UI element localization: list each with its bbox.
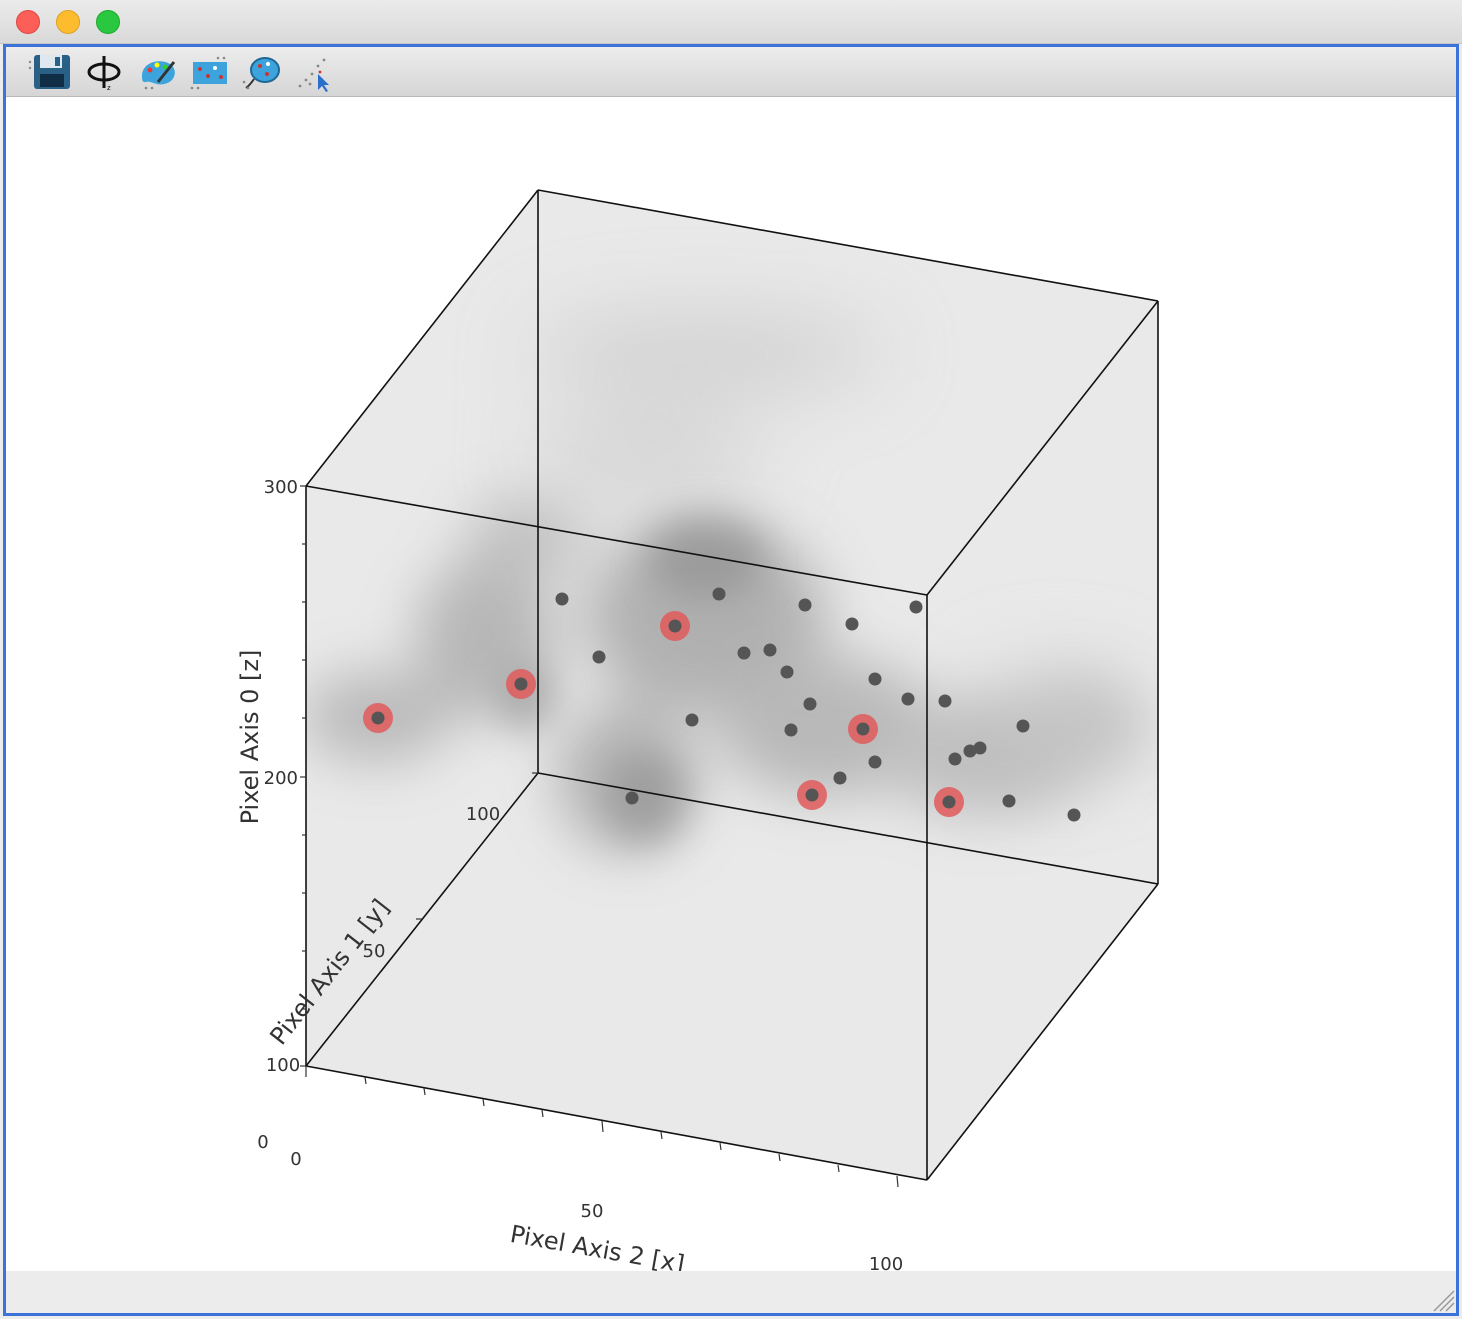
x-tick-label: 0 (290, 1149, 301, 1170)
status-bar (6, 1271, 1456, 1313)
data-point[interactable] (833, 771, 847, 785)
data-point[interactable] (685, 713, 699, 727)
data-point[interactable] (901, 692, 915, 706)
toolbar: z (6, 47, 1456, 97)
data-point[interactable] (868, 672, 882, 686)
z-tick-label: 300 (264, 477, 298, 498)
resize-grip-icon[interactable] (1430, 1287, 1456, 1313)
bounding-box (305, 189, 1159, 1067)
volume-view[interactable]: 300 200 0 50 100 Pixel Axis 2 [x] (6, 97, 1456, 1271)
x-axis-ticks (305, 1066, 899, 1188)
data-point[interactable] (856, 722, 870, 736)
paint-button[interactable] (136, 52, 180, 92)
window-titlebar (0, 0, 1462, 44)
data-point[interactable] (963, 744, 977, 758)
save-icon (28, 55, 70, 89)
x-tick-label: 50 (581, 1201, 604, 1222)
x-tick-label: 100 (869, 1254, 903, 1271)
paint-brush-icon (142, 61, 176, 90)
data-point[interactable] (514, 677, 528, 691)
volume-render (306, 190, 1158, 1180)
z-axis-label: Pixel Axis 0 [z] (236, 650, 264, 825)
data-point[interactable] (938, 694, 952, 708)
rotate-icon: z (87, 56, 121, 92)
data-point[interactable] (763, 643, 777, 657)
y-tick-label: 0 (257, 1132, 268, 1153)
data-point[interactable] (1067, 808, 1081, 822)
data-point[interactable] (948, 752, 962, 766)
data-point[interactable] (798, 598, 812, 612)
svg-text:z: z (107, 84, 111, 92)
data-point[interactable] (973, 741, 987, 755)
save-button[interactable] (28, 52, 72, 92)
y-tick-label: 50 (363, 941, 386, 962)
data-point[interactable] (555, 592, 569, 606)
z-tick-label: 200 (264, 768, 298, 789)
data-point[interactable] (712, 587, 726, 601)
data-point[interactable] (942, 795, 956, 809)
data-point[interactable] (780, 665, 794, 679)
bounding-box-front (305, 485, 1159, 1181)
y-axis-ticks (300, 772, 538, 1067)
z-axis-ticks (300, 485, 306, 1010)
data-point[interactable] (737, 646, 751, 660)
data-point[interactable] (909, 600, 923, 614)
data-point[interactable] (371, 711, 385, 725)
data-point[interactable] (805, 788, 819, 802)
close-button[interactable] (16, 10, 40, 34)
x-axis-label: Pixel Axis 2 [x] (508, 1220, 687, 1271)
lasso-select-button[interactable] (240, 52, 284, 92)
data-point[interactable] (625, 791, 639, 805)
data-point[interactable] (803, 697, 817, 711)
y-tick-label: 100 (466, 804, 500, 825)
plot-canvas[interactable]: 300 200 0 50 100 Pixel Axis 2 [x] (6, 97, 1456, 1271)
rotate-button[interactable]: z (82, 52, 126, 92)
y-tick-label: 100 (266, 1055, 300, 1076)
data-point[interactable] (592, 650, 606, 664)
zoom-button[interactable] (96, 10, 120, 34)
scatter-select-button[interactable] (188, 52, 232, 92)
scatter-select-icon (190, 56, 227, 90)
point-pick-icon (298, 58, 329, 92)
data-point[interactable] (1016, 719, 1030, 733)
minimize-button[interactable] (56, 10, 80, 34)
lasso-select-icon (242, 57, 280, 90)
data-point[interactable] (845, 617, 859, 631)
data-point[interactable] (1002, 794, 1016, 808)
data-points (363, 587, 1081, 822)
data-point[interactable] (784, 723, 798, 737)
data-point[interactable] (868, 755, 882, 769)
data-point[interactable] (668, 619, 682, 633)
window-content: z (3, 44, 1459, 1316)
point-pick-button[interactable] (292, 52, 336, 92)
